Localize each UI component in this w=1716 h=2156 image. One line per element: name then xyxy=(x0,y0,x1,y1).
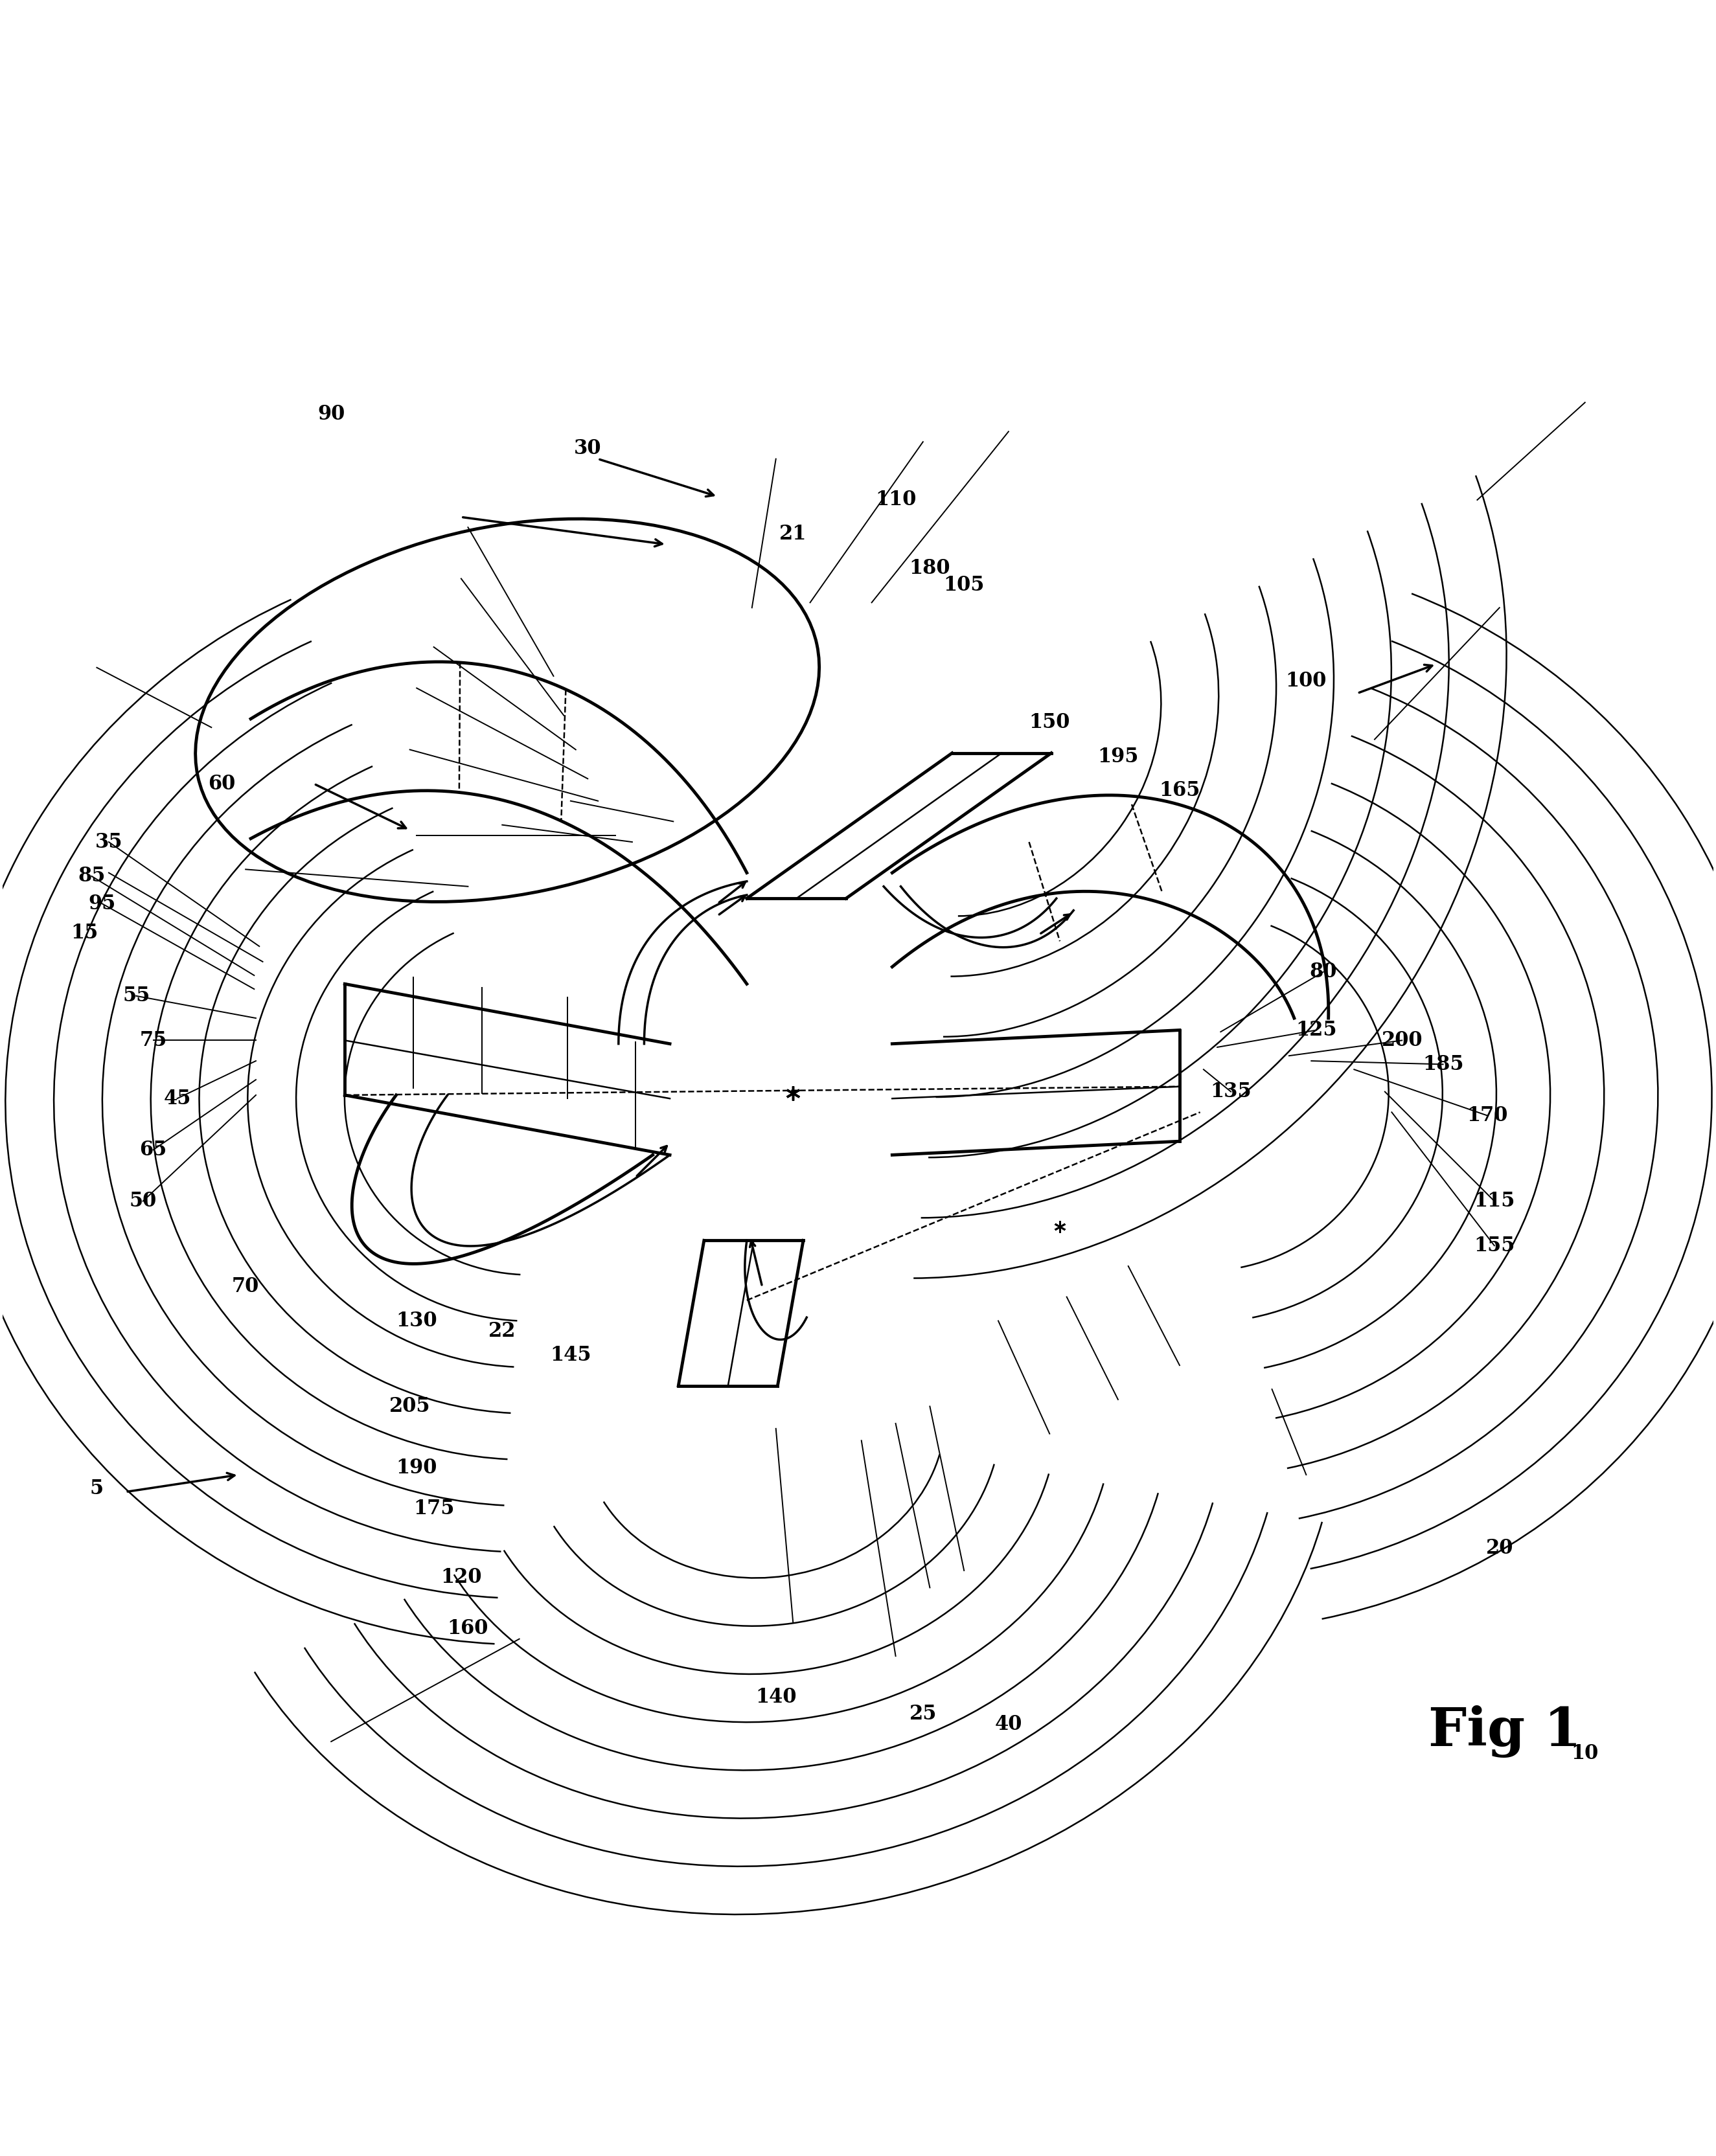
Text: 21: 21 xyxy=(779,524,807,543)
Text: 180: 180 xyxy=(909,558,951,578)
Text: 60: 60 xyxy=(208,774,235,793)
Text: 105: 105 xyxy=(944,576,985,595)
Text: 15: 15 xyxy=(70,923,98,942)
Text: 110: 110 xyxy=(875,489,916,511)
Text: 195: 195 xyxy=(1098,746,1138,768)
Text: 140: 140 xyxy=(755,1686,796,1708)
Text: 155: 155 xyxy=(1474,1235,1515,1255)
Text: 100: 100 xyxy=(1285,671,1326,692)
Text: 40: 40 xyxy=(995,1714,1023,1733)
Text: 170: 170 xyxy=(1467,1106,1508,1125)
Text: 25: 25 xyxy=(909,1703,937,1725)
Text: 205: 205 xyxy=(390,1397,431,1416)
Text: 45: 45 xyxy=(163,1089,190,1108)
Text: Fig 1: Fig 1 xyxy=(1428,1705,1580,1757)
Text: 175: 175 xyxy=(414,1498,455,1520)
Text: 30: 30 xyxy=(573,438,602,459)
Text: 160: 160 xyxy=(448,1619,489,1639)
Text: 22: 22 xyxy=(489,1322,517,1341)
Text: 120: 120 xyxy=(441,1567,482,1587)
Text: 50: 50 xyxy=(129,1190,156,1212)
Text: 20: 20 xyxy=(1486,1537,1514,1559)
Text: 185: 185 xyxy=(1423,1054,1464,1074)
Text: 145: 145 xyxy=(551,1345,592,1365)
Text: 200: 200 xyxy=(1381,1031,1423,1050)
Text: 130: 130 xyxy=(396,1311,438,1330)
Text: 35: 35 xyxy=(94,832,122,852)
Text: 55: 55 xyxy=(122,985,149,1007)
Text: 75: 75 xyxy=(139,1031,166,1050)
Text: 135: 135 xyxy=(1210,1082,1251,1102)
Text: 85: 85 xyxy=(77,867,105,886)
Text: 80: 80 xyxy=(1309,962,1337,981)
Text: 190: 190 xyxy=(396,1457,438,1479)
Text: 150: 150 xyxy=(1030,711,1071,733)
Text: 90: 90 xyxy=(317,405,345,425)
Text: 165: 165 xyxy=(1158,780,1199,800)
Text: 115: 115 xyxy=(1474,1190,1515,1212)
Text: 5: 5 xyxy=(89,1479,103,1498)
Text: 95: 95 xyxy=(88,893,115,914)
Text: 70: 70 xyxy=(232,1276,259,1296)
Text: 10: 10 xyxy=(1572,1744,1599,1764)
Text: 125: 125 xyxy=(1296,1020,1337,1039)
Text: 65: 65 xyxy=(139,1141,166,1160)
